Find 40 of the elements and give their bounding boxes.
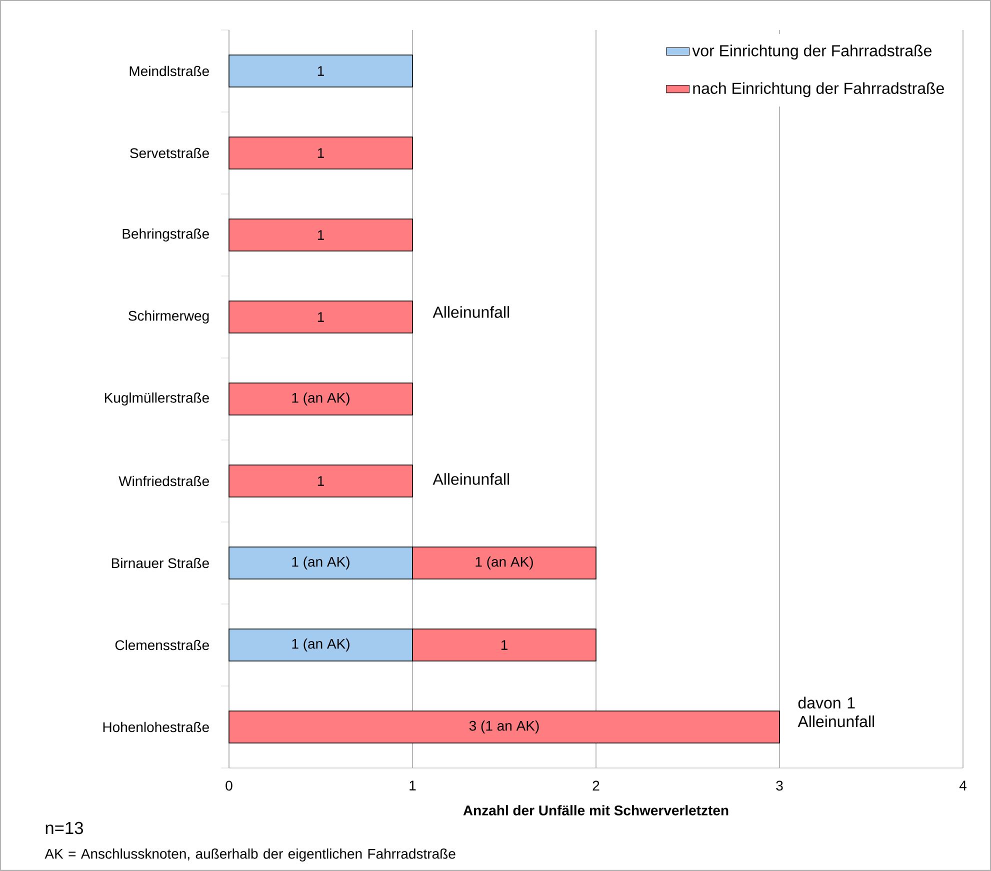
data-label: 1 [318, 66, 324, 76]
data-label: 1 (an AK) [292, 392, 350, 406]
text: n=13 [46, 822, 83, 834]
legend-label: nach Einrichtung der Fahrradstraße [693, 82, 944, 98]
legend-label: vor Einrichtung der Fahrradstraße [692, 44, 932, 60]
bar [228, 464, 413, 498]
y-tick-label: Meindlstraße [130, 66, 209, 76]
annotation: Alleinunfall [432, 473, 510, 485]
y-tick-label: Hohenlohestraße [103, 722, 209, 732]
data-label: 1 [318, 312, 324, 322]
x-tick-label: 1 [410, 780, 416, 790]
bar [228, 710, 780, 744]
y-tick-label: Behringstraße [122, 228, 209, 242]
x-tick-label: 0 [226, 780, 232, 791]
data-label: 1 (an AK) [292, 556, 350, 570]
data-label: 1 [501, 640, 508, 650]
y-tick-label: Schirmerweg [128, 310, 209, 324]
annotation: Alleinunfall [432, 306, 510, 318]
bar [228, 218, 413, 252]
x-tick-label: 2 [592, 780, 600, 790]
y-tick-label: Clemensstraße [115, 640, 209, 650]
text: AK = Anschlussknoten, außerhalb der eigentlichen Fahrradstraße [44, 848, 456, 862]
y-tick-label: Birnauer Straße [112, 558, 209, 568]
x-axis-title: Anzahl der Unfälle mit Schwerverletzten [463, 805, 728, 816]
data-label: 1 (an AK) [476, 556, 533, 570]
y-tick-label: Kuglmüllerstraße [104, 392, 209, 406]
x-tick-label: 4 [959, 780, 966, 790]
data-label: 3 (1 an AK) [469, 720, 539, 734]
data-label: 1 (an AK) [292, 638, 350, 652]
data-label: 1 [318, 230, 324, 240]
y-tick-label: Servetstraße [130, 148, 209, 158]
data-label: 1 [318, 476, 324, 486]
bar [228, 54, 413, 88]
bar [228, 300, 413, 334]
bar [228, 136, 413, 170]
data-label: 1 [318, 148, 324, 158]
y-tick-label: Winfriedstraße [118, 476, 209, 486]
bar [228, 382, 413, 416]
annotation: davon 1 Alleinunfall [798, 696, 874, 728]
x-tick-label: 3 [776, 780, 783, 791]
